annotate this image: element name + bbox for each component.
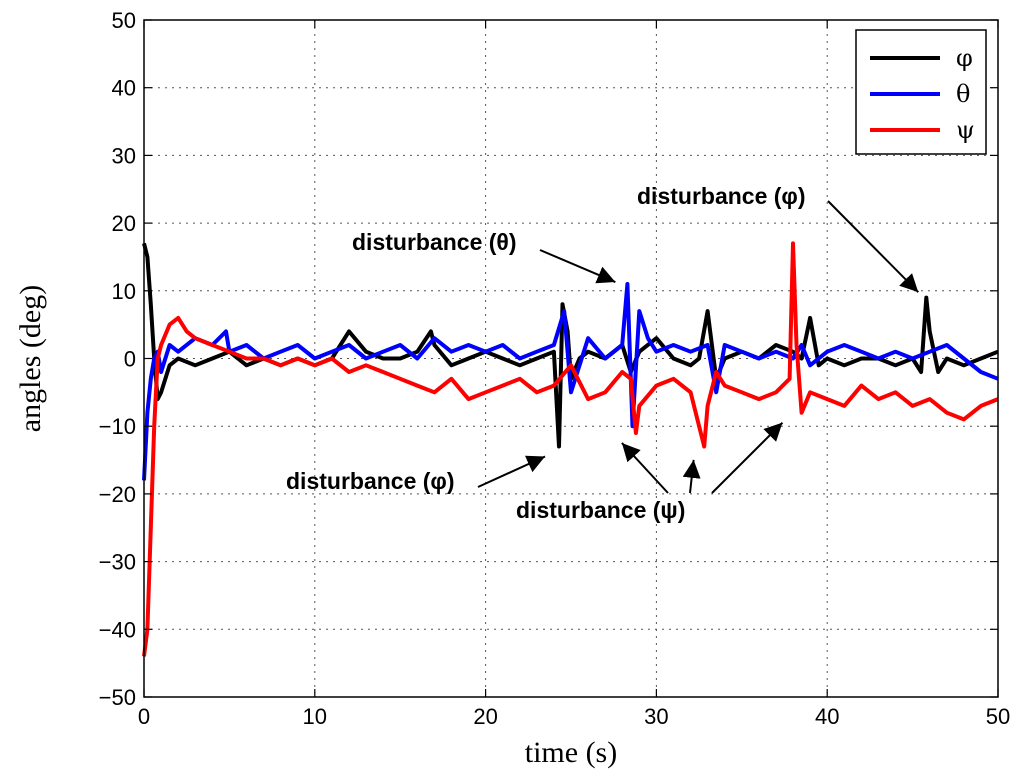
annotation-arrow [477, 455, 546, 488]
annotations: disturbance (θ) disturbance (φ) disturbanc… [286, 183, 919, 523]
annotation-arrow [711, 421, 784, 494]
y-tick-label: −30 [99, 550, 136, 575]
annotation-label: disturbance (φ) [286, 468, 455, 494]
annotation-label: disturbance (ψ) [516, 497, 685, 523]
y-tick-label: 10 [112, 279, 136, 304]
x-tick-label: 20 [473, 704, 497, 729]
y-tick-label: 30 [112, 143, 136, 168]
y-tick-label: −10 [99, 414, 136, 439]
x-axis-label: time (s) [525, 736, 617, 769]
series-line-1 [142, 282, 999, 481]
y-tick-label: 20 [112, 211, 136, 236]
annotation-arrow [621, 442, 669, 494]
legend-entry-0: φ [956, 44, 973, 72]
x-tick-label: 0 [138, 704, 150, 729]
y-tick-label: −50 [99, 685, 136, 710]
y-tick-label: 40 [112, 76, 136, 101]
x-tick-label: 10 [303, 704, 327, 729]
y-tick-label: −20 [99, 482, 136, 507]
x-tick-label: 40 [815, 704, 839, 729]
x-tick-label: 50 [986, 704, 1010, 729]
legend: φθψ [855, 29, 987, 155]
y-tick-label: 50 [112, 8, 136, 33]
y-tick-label: 0 [124, 347, 136, 372]
ticks: 0 10 20 30 40 50 50 40 30 20 10 0 −10 −20 −30 −40 −50 [99, 8, 1011, 729]
annotation-label: disturbance (φ) [637, 183, 806, 209]
legend-entry-1: θ [956, 80, 970, 108]
series-layer [142, 241, 999, 657]
annotation-arrow [682, 459, 701, 494]
annotation-arrow [539, 249, 616, 284]
y-axis-label: angles (deg) [14, 285, 47, 432]
series-line-2 [142, 241, 999, 657]
x-tick-label: 30 [644, 704, 668, 729]
y-tick-label: −40 [99, 617, 136, 642]
legend-entry-2: ψ [956, 116, 975, 144]
annotation-label: disturbance (θ) [352, 229, 517, 255]
annotation-arrow [827, 200, 919, 293]
